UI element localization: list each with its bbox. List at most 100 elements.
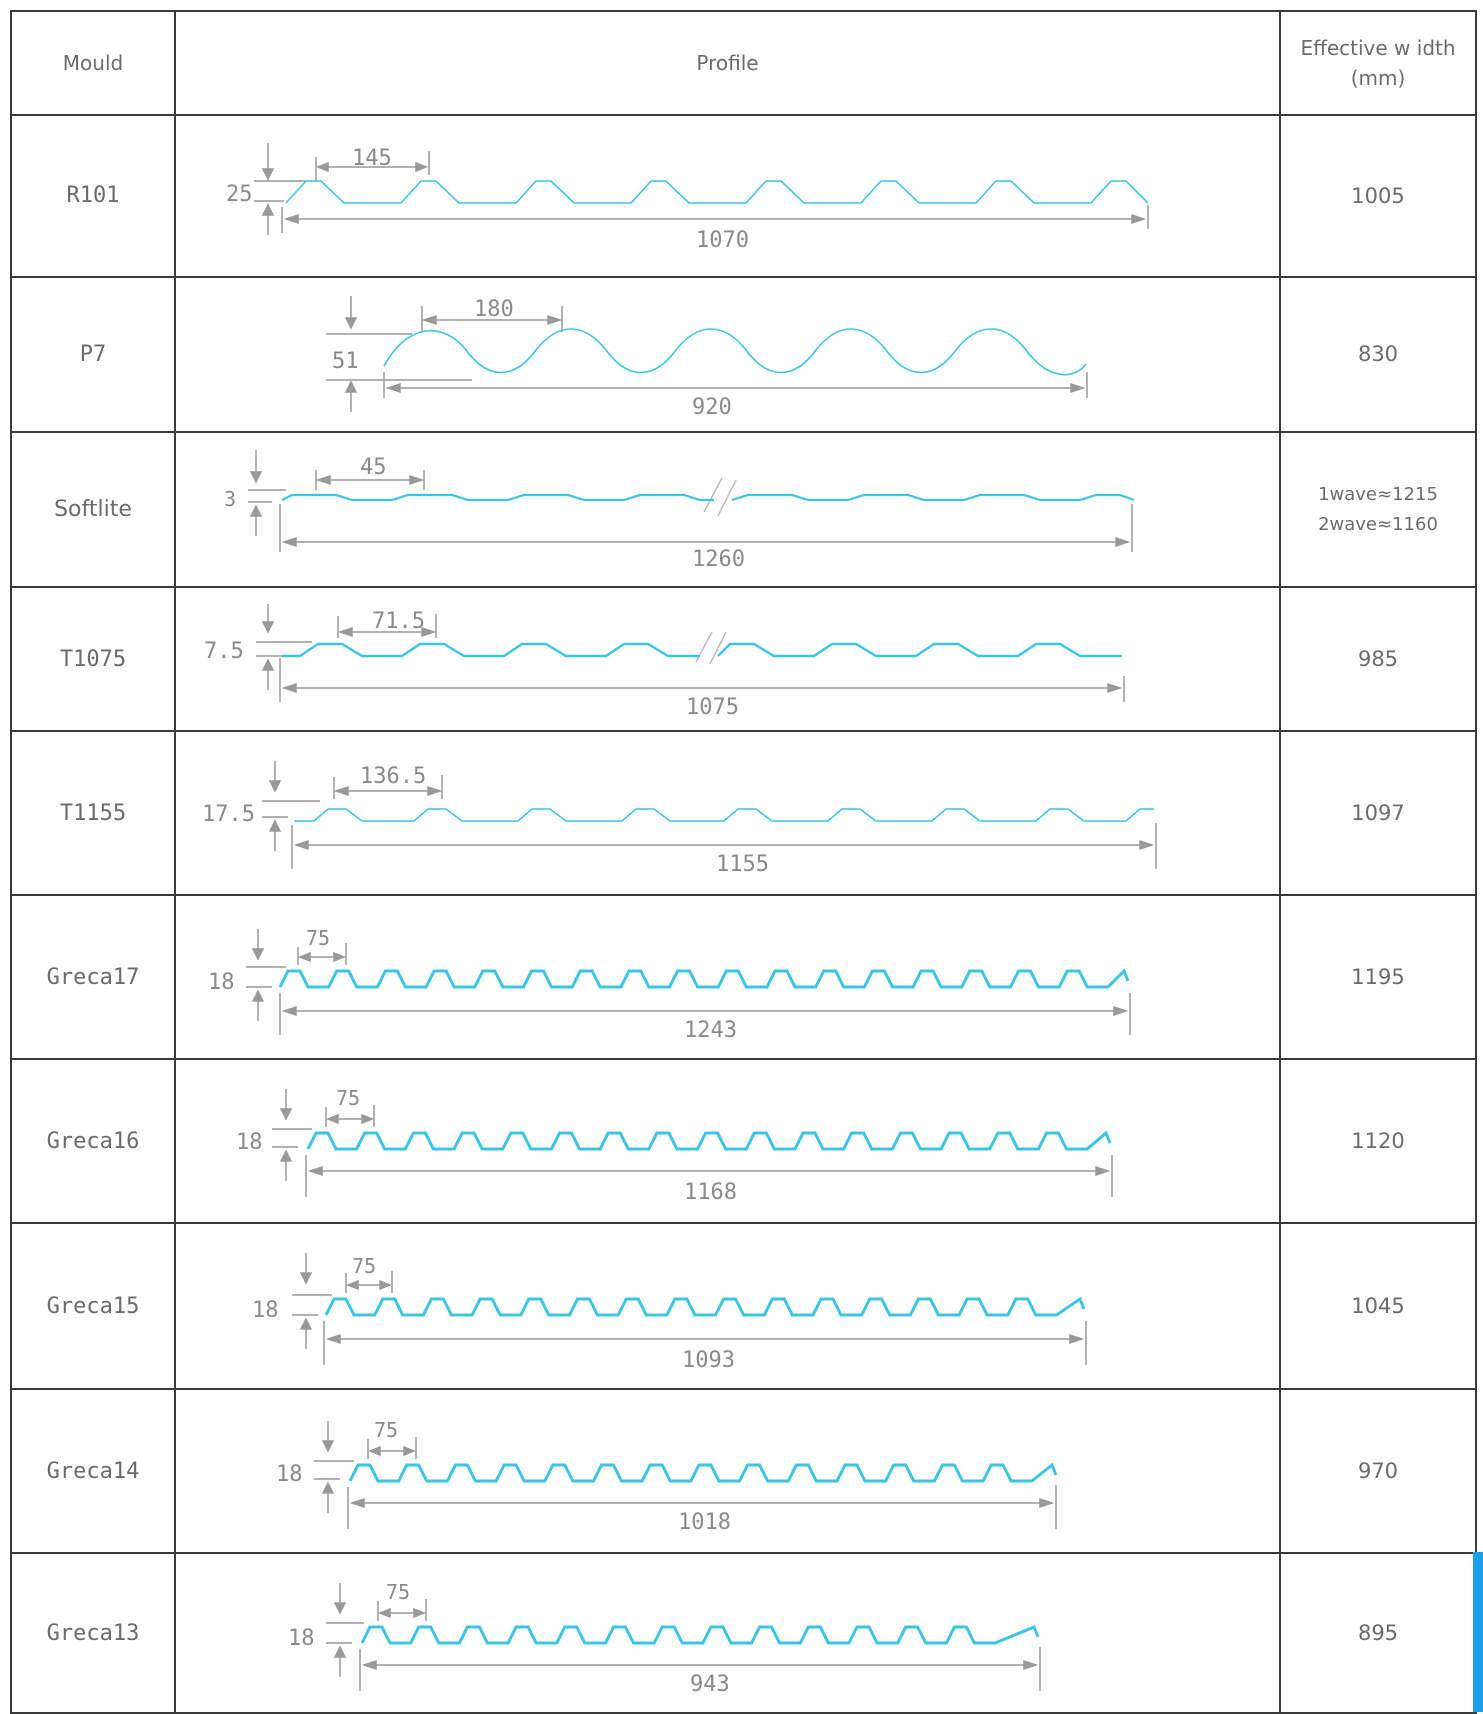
profile-drawing-cell: 18 75 1243 bbox=[174, 894, 1281, 1061]
greca14-profile-drawing: 18 75 1018 bbox=[276, 1418, 1058, 1535]
t1075-profile-line-right bbox=[717, 643, 1122, 658]
profile-drawing-cell: 51 180 920 bbox=[174, 275, 1281, 433]
profile-drawing-cell: 18 75 1168 bbox=[174, 1058, 1281, 1225]
greca15-height-label: 18 bbox=[252, 1298, 279, 1323]
profile-spec-table: Mould Profile Effective w idth (mm) R101 bbox=[10, 10, 1477, 1714]
header-effective-width-label: Effective w idth bbox=[1300, 36, 1456, 60]
t1075-profile-line bbox=[282, 643, 700, 658]
softlite-height-label: 3 bbox=[224, 487, 236, 511]
p7-profile-drawing: 51 180 920 bbox=[326, 296, 1088, 420]
profile-spec-sheet: Mould Profile Effective w idth (mm) R101 bbox=[10, 10, 1477, 1714]
greca16-total-label: 1168 bbox=[684, 1180, 737, 1205]
effective-width: 895 bbox=[1279, 1552, 1477, 1714]
greca16-profile-line bbox=[306, 1130, 1112, 1151]
greca13-profile-drawing: 18 75 943 bbox=[288, 1580, 1041, 1697]
mould-name: Greca13 bbox=[10, 1552, 176, 1714]
effective-width: 1wave≈1215 2wave≈1160 bbox=[1279, 430, 1477, 589]
greca17-pitch-label: 75 bbox=[306, 926, 330, 950]
table-row: Greca17 bbox=[10, 894, 1477, 1061]
effective-width: 1005 bbox=[1279, 114, 1477, 278]
mould-name: Softlite bbox=[10, 430, 176, 589]
softlite-profile-line-right bbox=[731, 493, 1135, 501]
profile-drawing-cell: 18 75 1018 bbox=[174, 1388, 1281, 1555]
table-row: Softlite bbox=[10, 430, 1477, 589]
greca13-profile-line bbox=[360, 1625, 1040, 1645]
greca14-pitch-label: 75 bbox=[374, 1418, 398, 1442]
effective-width-2wave: 2wave≈1160 bbox=[1318, 513, 1438, 535]
greca15-total-label: 1093 bbox=[682, 1348, 735, 1373]
greca16-profile-drawing: 18 75 1168 bbox=[236, 1086, 1113, 1205]
t1155-total-label: 1155 bbox=[716, 852, 769, 877]
r101-total-label: 1070 bbox=[696, 228, 749, 253]
softlite-pitch-label: 45 bbox=[360, 455, 387, 480]
greca14-height-label: 18 bbox=[276, 1462, 303, 1487]
greca13-height-label: 18 bbox=[288, 1626, 315, 1651]
table-row: R101 bbox=[10, 114, 1477, 278]
profile-drawing-cell: 25 145 1070 bbox=[174, 114, 1281, 278]
effective-width: 830 bbox=[1279, 275, 1477, 433]
greca17-profile-line bbox=[278, 968, 1130, 989]
header-mould: Mould bbox=[10, 10, 176, 116]
effective-width: 985 bbox=[1279, 586, 1477, 733]
mould-name: T1075 bbox=[10, 586, 176, 733]
t1075-height-label: 7.5 bbox=[204, 639, 244, 664]
effective-width: 970 bbox=[1279, 1388, 1477, 1555]
r101-profile-drawing: 25 145 1070 bbox=[226, 142, 1149, 253]
profile-drawing-cell: 18 75 1093 bbox=[174, 1222, 1281, 1391]
profile-drawing-cell: 18 75 943 bbox=[174, 1552, 1281, 1714]
t1075-total-label: 1075 bbox=[686, 695, 739, 720]
effective-width: 1120 bbox=[1279, 1058, 1477, 1225]
mould-name: Greca15 bbox=[10, 1222, 176, 1391]
table-row: P7 bbox=[10, 275, 1477, 433]
greca17-height-label: 18 bbox=[208, 970, 235, 995]
t1155-profile-line bbox=[294, 808, 1154, 823]
header-effective-width: Effective w idth (mm) bbox=[1279, 10, 1477, 116]
softlite-total-label: 1260 bbox=[692, 547, 745, 572]
greca13-total-label: 943 bbox=[690, 1672, 730, 1697]
softlite-profile-drawing: 3 45 1260 bbox=[224, 449, 1135, 572]
table-row: T1155 bbox=[10, 730, 1477, 897]
effective-width: 1097 bbox=[1279, 730, 1477, 897]
t1155-profile-drawing: 17.5 136.5 1155 bbox=[202, 761, 1157, 877]
mould-name: Greca17 bbox=[10, 894, 176, 1061]
greca17-profile-drawing: 18 75 1243 bbox=[208, 926, 1131, 1043]
mould-name: Greca16 bbox=[10, 1058, 176, 1225]
effective-width: 1045 bbox=[1279, 1222, 1477, 1391]
profile-drawing-cell: 7.5 71.5 1075 bbox=[174, 586, 1281, 733]
effective-width-1wave: 1wave≈1215 bbox=[1318, 483, 1438, 505]
effective-width: 1195 bbox=[1279, 894, 1477, 1061]
mould-name: Greca14 bbox=[10, 1388, 176, 1555]
r101-pitch-label: 145 bbox=[352, 146, 392, 171]
greca15-profile-drawing: 18 75 1093 bbox=[252, 1253, 1087, 1373]
softlite-profile-line bbox=[281, 493, 714, 501]
r101-height-label: 25 bbox=[226, 182, 253, 207]
table-row: Greca16 bbox=[10, 1058, 1477, 1225]
p7-pitch-label: 180 bbox=[474, 297, 514, 322]
header-profile: Profile bbox=[174, 10, 1281, 116]
mould-name: T1155 bbox=[10, 730, 176, 897]
r101-profile-line bbox=[285, 180, 1149, 204]
table-row: Greca15 bbox=[10, 1222, 1477, 1391]
greca17-total-label: 1243 bbox=[684, 1018, 737, 1043]
t1075-pitch-label: 71.5 bbox=[372, 609, 425, 634]
table-row: Greca14 bbox=[10, 1388, 1477, 1555]
edge-accent-bar bbox=[1473, 1552, 1483, 1712]
greca15-pitch-label: 75 bbox=[352, 1254, 376, 1278]
t1155-height-label: 17.5 bbox=[202, 802, 255, 827]
profile-drawing-cell: 17.5 136.5 1155 bbox=[174, 730, 1281, 897]
t1155-pitch-label: 136.5 bbox=[360, 764, 426, 789]
mould-name: P7 bbox=[10, 275, 176, 433]
t1075-profile-drawing: 7.5 71.5 1075 bbox=[204, 604, 1125, 720]
greca15-profile-line bbox=[324, 1297, 1086, 1317]
profile-drawing-cell: 3 45 1260 bbox=[174, 430, 1281, 589]
p7-height-label: 51 bbox=[332, 349, 359, 374]
greca13-pitch-label: 75 bbox=[386, 1580, 410, 1604]
header-effective-width-unit: (mm) bbox=[1350, 66, 1406, 90]
p7-profile-line bbox=[383, 328, 1087, 376]
greca14-total-label: 1018 bbox=[678, 1510, 731, 1535]
table-row: T1075 bbox=[10, 586, 1477, 733]
greca16-pitch-label: 75 bbox=[336, 1086, 360, 1110]
mould-name: R101 bbox=[10, 114, 176, 278]
header-row: Mould Profile Effective w idth (mm) bbox=[10, 10, 1477, 116]
table-row: Greca13 bbox=[10, 1552, 1477, 1714]
